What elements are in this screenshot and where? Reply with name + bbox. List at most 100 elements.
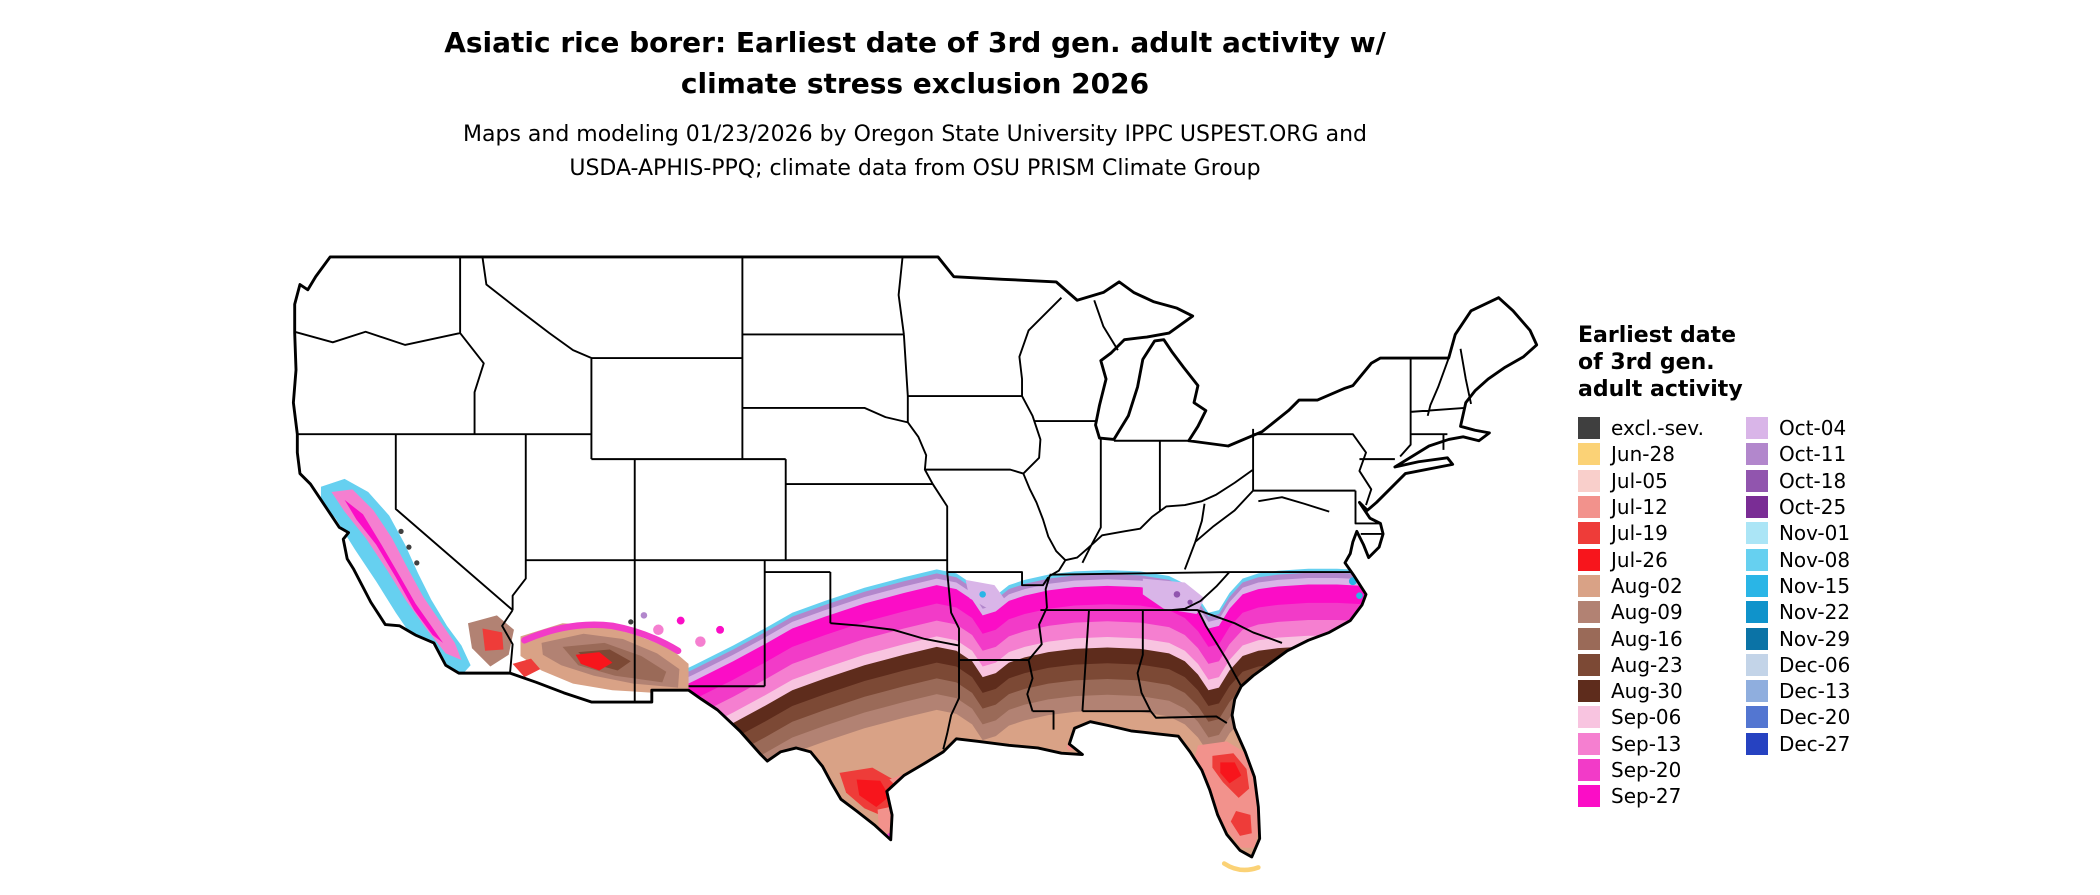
legend-row: Nov-08: [1745, 546, 1851, 572]
legend-color-swatch: [1578, 496, 1600, 519]
legend-color-swatch: [1578, 627, 1600, 650]
legend-row: Sep-20: [1578, 757, 1704, 783]
legend-label: Oct-18: [1778, 468, 1847, 493]
legend-column-1: excl.-sev. Jun-28 Jul-05 Jul-12 Jul-19 Jul-26…: [1578, 415, 1704, 809]
legend-label: Aug-09: [1611, 600, 1683, 625]
legend-row: Dec-20: [1745, 704, 1851, 730]
header: Asiatic rice borer: Earliest date of 3rd…: [0, 22, 1830, 186]
legend-color-swatch: [1578, 706, 1600, 729]
legend-color-swatch: [1578, 601, 1600, 624]
legend-color-swatch: [1578, 785, 1600, 808]
legend-row: Jun-28: [1578, 441, 1704, 467]
california-patches: [320, 478, 514, 679]
legend-color-swatch: [1745, 574, 1768, 597]
legend-label: Jul-26: [1611, 547, 1668, 572]
florida-patches: [1194, 741, 1260, 848]
legend-label: Dec-13: [1778, 679, 1851, 704]
legend-row: Aug-16: [1578, 625, 1704, 651]
legend-label: Jul-05: [1611, 468, 1668, 493]
southwest-patches: [512, 612, 725, 695]
legend-color-swatch: [1578, 548, 1600, 571]
legend-label: Nov-08: [1778, 547, 1851, 572]
legend-color-swatch: [1578, 574, 1600, 597]
legend-color-swatch: [1578, 417, 1600, 440]
legend-color-swatch: [1745, 469, 1768, 492]
legend-label: Aug-02: [1611, 573, 1683, 598]
legend-row: Nov-29: [1745, 625, 1851, 651]
legend-label: Nov-15: [1778, 573, 1851, 598]
title-line-2: climate stress exclusion 2026: [680, 67, 1150, 100]
state-borders: [294, 256, 1472, 750]
legend-row: Nov-01: [1745, 520, 1851, 546]
legend-color-swatch: [1745, 496, 1768, 519]
colored-regions: [320, 478, 1390, 857]
legend-label: Jun-28: [1611, 442, 1675, 467]
legend-label: Aug-16: [1611, 626, 1683, 651]
legend-title-line-1: Earliest date: [1578, 323, 1737, 348]
legend-row: Jul-19: [1578, 520, 1704, 546]
legend-color-swatch: [1745, 522, 1768, 545]
legend-row: Sep-13: [1578, 731, 1704, 757]
legend-row: Sep-06: [1578, 704, 1704, 730]
legend-color-swatch: [1578, 653, 1600, 676]
subtitle-line-2: USDA-APHIS-PPQ; climate data from OSU PR…: [569, 156, 1261, 181]
legend-row: Dec-06: [1745, 652, 1851, 678]
legend-label: Aug-30: [1611, 679, 1683, 704]
legend-label: Oct-25: [1778, 495, 1847, 520]
legend-color-swatch: [1745, 706, 1768, 729]
legend-row: Sep-27: [1578, 783, 1704, 809]
us-map: [286, 232, 1548, 895]
legend-row: Jul-26: [1578, 546, 1704, 572]
us-map-svg: [291, 255, 1539, 873]
legend-row: Oct-11: [1745, 441, 1850, 467]
legend-column-2: Oct-04 Oct-11 Oct-18 Oct-25 Nov-01 Nov-08 Nov-…: [1745, 415, 1851, 809]
legend-row: Dec-13: [1745, 678, 1851, 704]
legend-row: Oct-04: [1745, 415, 1850, 441]
legend-row: Aug-02: [1578, 573, 1704, 599]
legend-color-swatch: [1578, 522, 1600, 545]
legend-color-swatch: [1745, 680, 1768, 703]
legend-row: Aug-09: [1578, 599, 1704, 625]
map-legend: Earliest date of 3rd gen. adult activity…: [1578, 322, 2058, 809]
legend-label: Sep-13: [1611, 731, 1682, 756]
legend-label: Dec-20: [1778, 705, 1851, 730]
legend-color-swatch: [1745, 627, 1768, 650]
legend-row: Dec-27: [1745, 731, 1851, 757]
legend-color-swatch: [1745, 653, 1768, 676]
legend-color-swatch: [1745, 417, 1768, 440]
legend-row: Oct-25: [1745, 494, 1850, 520]
date-color-bands: [651, 568, 1390, 857]
legend-row: Jul-12: [1578, 494, 1704, 520]
legend-title-line-3: adult activity: [1578, 377, 1743, 402]
legend-label: Jul-19: [1611, 521, 1668, 546]
legend-label: Dec-27: [1778, 731, 1851, 756]
legend-row: Aug-30: [1578, 678, 1704, 704]
legend-color-swatch: [1745, 601, 1768, 624]
florida-keys-strip: [1221, 861, 1261, 873]
legend-title: Earliest date of 3rd gen. adult activity: [1578, 322, 2058, 403]
legend-label: excl.-sev.: [1611, 416, 1704, 441]
legend-label: Dec-06: [1778, 652, 1851, 677]
legend-color-swatch: [1745, 732, 1768, 755]
legend-label: Sep-06: [1611, 705, 1682, 730]
page-subtitle: Maps and modeling 01/23/2026 by Oregon S…: [0, 118, 1830, 186]
legend-row: Jul-05: [1578, 468, 1704, 494]
legend-row: Nov-22: [1745, 599, 1851, 625]
legend-label: Sep-27: [1611, 784, 1682, 809]
legend-row: Nov-15: [1745, 573, 1851, 599]
legend-color-swatch: [1578, 469, 1600, 492]
legend-label: Nov-29: [1778, 626, 1851, 651]
subtitle-line-1: Maps and modeling 01/23/2026 by Oregon S…: [463, 122, 1367, 147]
legend-row: Aug-23: [1578, 652, 1704, 678]
legend-label: Oct-11: [1778, 442, 1847, 467]
legend-label: Nov-22: [1778, 600, 1851, 625]
us-outline: [291, 255, 1539, 859]
legend-label: Nov-01: [1778, 521, 1851, 546]
legend-color-swatch: [1745, 443, 1768, 466]
legend-color-swatch: [1578, 443, 1600, 466]
legend-color-swatch: [1745, 548, 1768, 571]
legend-label: Aug-23: [1611, 652, 1683, 677]
legend-label: Oct-04: [1778, 416, 1847, 441]
legend-color-swatch: [1578, 732, 1600, 755]
title-line-1: Asiatic rice borer: Earliest date of 3rd…: [444, 26, 1386, 59]
